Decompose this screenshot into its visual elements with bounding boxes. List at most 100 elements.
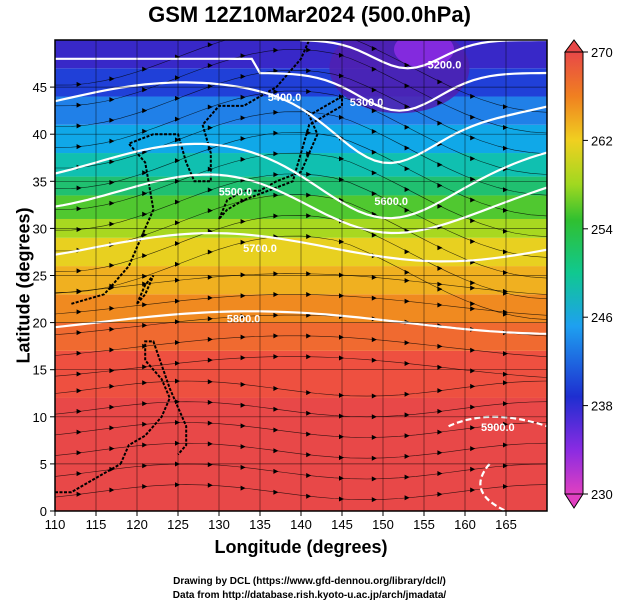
wind-arrow (437, 203, 443, 209)
wind-arrow (503, 351, 508, 357)
wind-arrow (273, 333, 279, 339)
wind-arrow (207, 274, 213, 280)
wind-arrow (109, 404, 115, 410)
wind-arrow (142, 87, 148, 93)
wind-arrow (339, 392, 344, 398)
wind-arrow (273, 151, 279, 157)
wind-arrow (371, 337, 377, 343)
wind-arrow (437, 183, 443, 188)
credit-dcl: Drawing by DCL (https://www.gfd-dennou.o… (173, 576, 446, 587)
wind-arrow (207, 63, 213, 68)
wind-arrow (175, 137, 180, 143)
contour-label: 5800.0 (227, 314, 261, 326)
wind-arrow (503, 463, 508, 469)
wind-arrow (371, 129, 377, 134)
wind-arrow (109, 305, 115, 311)
wind-arrow (76, 289, 82, 295)
wind-arrow (470, 285, 476, 291)
wind-arrow (470, 301, 476, 307)
wind-arrow (240, 115, 246, 121)
wind-arrow (175, 340, 180, 345)
wind-arrow (404, 104, 410, 110)
colorbar: 230 238 246 254 262 270 (564, 39, 613, 509)
wind-arrow (503, 125, 508, 130)
wind-arrow (404, 298, 410, 304)
wind-arrow (109, 487, 115, 493)
wind-arrow (273, 489, 279, 495)
wind-arrow (240, 382, 246, 387)
colorbar-gradient (564, 51, 584, 495)
wind-arrow (76, 471, 82, 477)
wind-arrow (273, 68, 279, 74)
wind-arrow (339, 272, 344, 278)
wind-arrow (503, 380, 508, 386)
wind-arrow (175, 116, 180, 122)
wind-arrow (207, 420, 213, 426)
wind-arrow (404, 278, 410, 284)
wind-arrow (273, 427, 279, 433)
wind-arrow (404, 249, 410, 255)
wind-arrow (470, 425, 476, 431)
wind-arrow (306, 410, 312, 416)
wind-arrow (273, 448, 279, 454)
x-tick-label: 140 (290, 517, 312, 532)
wind-arrow (240, 53, 246, 59)
x-tick-label: 155 (413, 517, 435, 532)
wind-arrow (306, 493, 312, 499)
y-axis-label: Latitude (degrees) (13, 207, 34, 364)
wind-arrow (470, 135, 476, 141)
x-tick-label: 125 (167, 517, 189, 532)
wind-arrow (371, 191, 377, 197)
wind-arrow (404, 453, 410, 459)
wind-arrow (371, 108, 377, 114)
wind-arrow (207, 249, 213, 255)
wind-arrow (503, 104, 508, 110)
wind-arrow (142, 364, 148, 370)
wind-arrow (76, 450, 82, 456)
wind-arrow (240, 219, 246, 224)
wind-arrow (306, 47, 312, 53)
x-tick-label: 120 (126, 517, 148, 532)
wind-arrow (175, 220, 180, 226)
wind-arrow (76, 102, 82, 108)
wind-arrow (207, 379, 213, 385)
wind-arrow (142, 302, 148, 308)
wind-arrow (371, 497, 377, 503)
wind-arrow (109, 466, 115, 472)
wind-arrow (339, 355, 344, 361)
wind-arrow (207, 462, 213, 468)
wind-arrow (437, 79, 443, 85)
x-tick-label: 150 (372, 517, 394, 532)
wind-arrow (437, 302, 443, 308)
wind-arrow (339, 239, 344, 245)
wind-arrow (437, 120, 443, 126)
wind-arrow (404, 361, 410, 366)
wind-arrow (470, 306, 476, 312)
colorbar-top-arrow (564, 39, 584, 53)
wind-arrow (371, 46, 377, 52)
wind-arrow (470, 218, 476, 224)
wind-arrow (175, 158, 180, 164)
wind-arrow (240, 272, 246, 278)
wind-arrow (273, 271, 279, 277)
wind-arrow (306, 68, 312, 74)
wind-arrow (109, 383, 115, 389)
wind-arrow (339, 32, 344, 37)
x-tick-label: 110 (45, 517, 66, 532)
wind-arrow (404, 187, 410, 192)
x-axis-ticks: 110 115 120 125 130 135 140 145 150 155 160 165 (45, 511, 517, 532)
wind-arrow (273, 312, 279, 318)
y-tick-label: 30 (33, 221, 47, 236)
wind-arrow (404, 62, 410, 68)
wind-arrow (207, 208, 213, 214)
wind-arrow (142, 343, 148, 349)
wind-arrow (273, 292, 279, 297)
x-tick-label: 130 (208, 517, 230, 532)
wind-arrow (207, 357, 213, 363)
wind-arrow (207, 104, 213, 110)
contour-label: 5200.0 (428, 59, 462, 71)
wind-arrow (240, 198, 246, 204)
wind-arrow (306, 89, 312, 94)
wind-arrow (240, 402, 246, 408)
wind-arrow (503, 249, 508, 255)
